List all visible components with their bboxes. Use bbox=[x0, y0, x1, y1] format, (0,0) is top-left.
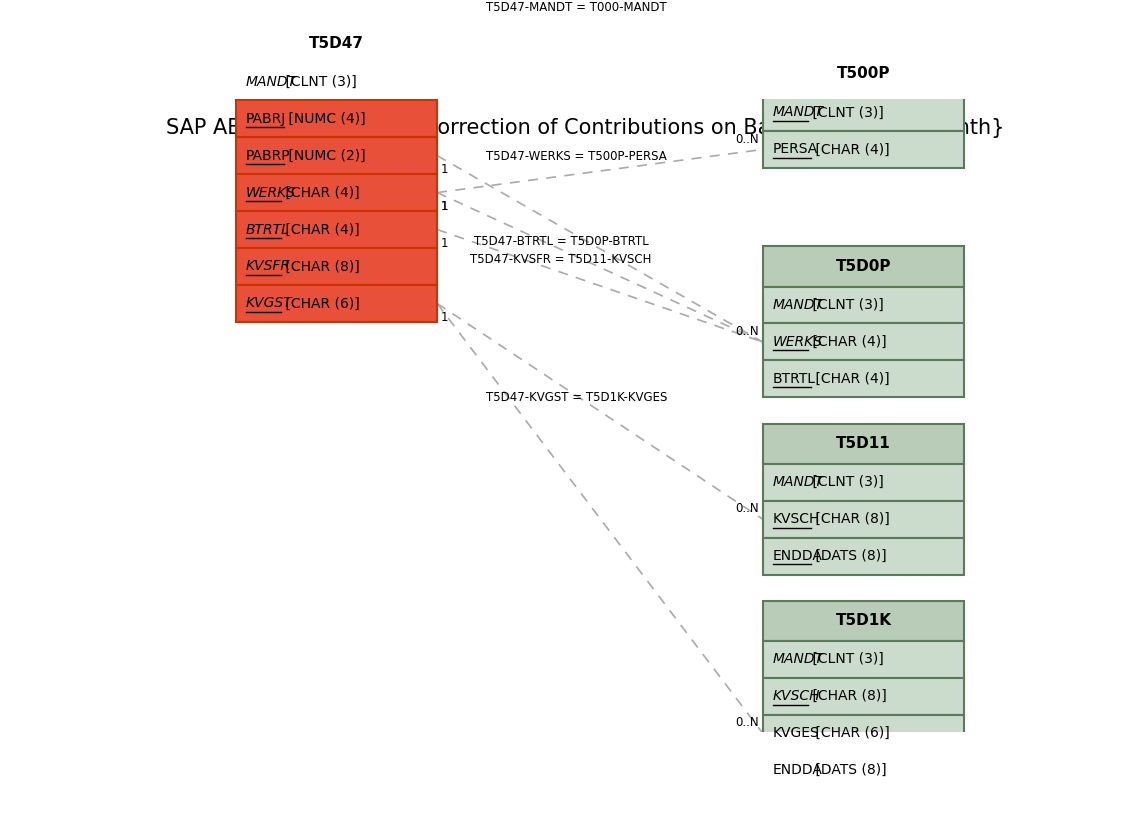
Text: PABRJ: PABRJ bbox=[245, 112, 286, 126]
Text: [CLNT (3)]: [CLNT (3)] bbox=[808, 298, 884, 312]
Text: [CLNT (3)]: [CLNT (3)] bbox=[808, 475, 884, 489]
Text: [CHAR (4)]: [CHAR (4)] bbox=[282, 223, 359, 237]
Text: PABRP: PABRP bbox=[245, 149, 290, 163]
Bar bbox=[762, 94, 964, 131]
Text: [NUMC (2)]: [NUMC (2)] bbox=[284, 149, 365, 163]
Text: [CHAR (4)]: [CHAR (4)] bbox=[810, 372, 889, 386]
Text: [CHAR (8)]: [CHAR (8)] bbox=[282, 260, 361, 274]
Text: [DATS (8)]: [DATS (8)] bbox=[810, 549, 887, 563]
Bar bbox=[762, 464, 964, 501]
Text: 1: 1 bbox=[442, 311, 448, 324]
Text: [CLNT (3)]: [CLNT (3)] bbox=[282, 75, 357, 89]
Bar bbox=[762, 601, 964, 640]
Text: MANDT: MANDT bbox=[772, 298, 824, 312]
Bar bbox=[236, 248, 437, 285]
Text: KVSCH: KVSCH bbox=[772, 512, 820, 526]
Bar bbox=[236, 211, 437, 248]
Text: KVSFR: KVSFR bbox=[245, 260, 291, 274]
Bar bbox=[762, 131, 964, 168]
Bar bbox=[762, 501, 964, 538]
Text: T5D47-BTRTL = T5D0P-BTRTL: T5D47-BTRTL = T5D0P-BTRTL bbox=[474, 235, 648, 248]
Bar bbox=[762, 423, 964, 464]
Bar bbox=[236, 285, 437, 322]
Bar bbox=[762, 640, 964, 677]
Text: PERSA: PERSA bbox=[772, 142, 818, 156]
Text: [DATS (8)]: [DATS (8)] bbox=[810, 763, 887, 777]
Bar bbox=[762, 677, 964, 714]
Text: T500P: T500P bbox=[836, 67, 890, 81]
Bar bbox=[762, 287, 964, 324]
Text: WERKS: WERKS bbox=[772, 335, 823, 349]
Text: T5D47-KVSFR = T5D11-KVSCH: T5D47-KVSFR = T5D11-KVSCH bbox=[470, 252, 652, 266]
Text: ENDDA: ENDDA bbox=[772, 549, 823, 563]
Text: [CLNT (3)]: [CLNT (3)] bbox=[808, 652, 884, 666]
Text: 0..N: 0..N bbox=[735, 502, 759, 515]
Text: [NUMC (4)]: [NUMC (4)] bbox=[284, 112, 365, 126]
Text: [CHAR (8)]: [CHAR (8)] bbox=[810, 512, 890, 526]
Text: 1: 1 bbox=[442, 163, 448, 176]
Text: MANDT: MANDT bbox=[772, 652, 824, 666]
Text: [CLNT (3)]: [CLNT (3)] bbox=[808, 105, 884, 119]
Bar bbox=[762, 714, 964, 751]
Bar bbox=[236, 63, 437, 100]
Text: T5D47-WERKS = T500P-PERSA: T5D47-WERKS = T500P-PERSA bbox=[486, 150, 667, 164]
Text: BTRTL: BTRTL bbox=[772, 372, 816, 386]
Text: ENDDA: ENDDA bbox=[772, 763, 823, 777]
Bar bbox=[762, 360, 964, 397]
Text: MANDT: MANDT bbox=[772, 475, 824, 489]
Text: [CHAR (4)]: [CHAR (4)] bbox=[808, 335, 887, 349]
Bar bbox=[762, 54, 964, 94]
Bar bbox=[762, 751, 964, 788]
Text: [CHAR (4)]: [CHAR (4)] bbox=[282, 186, 359, 200]
Text: SAP ABAP table T5D47 {Correction of Contributions on Basis of Previous Month}: SAP ABAP table T5D47 {Correction of Cont… bbox=[165, 118, 1004, 138]
Text: T5D1K: T5D1K bbox=[835, 613, 891, 628]
Text: WERKS: WERKS bbox=[245, 186, 296, 200]
Text: [CHAR (6)]: [CHAR (6)] bbox=[810, 726, 890, 740]
Bar bbox=[236, 100, 437, 137]
Text: BTRTL: BTRTL bbox=[245, 223, 290, 237]
Text: KVGES: KVGES bbox=[772, 726, 819, 740]
Text: [CHAR (8)]: [CHAR (8)] bbox=[808, 689, 887, 703]
Text: MANDT: MANDT bbox=[772, 105, 824, 119]
Text: 1: 1 bbox=[442, 237, 448, 250]
Text: [CHAR (4)]: [CHAR (4)] bbox=[810, 142, 889, 156]
Text: 0..N: 0..N bbox=[735, 716, 759, 729]
Bar bbox=[762, 324, 964, 360]
Bar bbox=[236, 174, 437, 211]
Text: T5D47: T5D47 bbox=[309, 35, 364, 51]
Text: T5D0P: T5D0P bbox=[835, 259, 891, 274]
Text: MANDT: MANDT bbox=[245, 75, 297, 89]
Text: 0..N: 0..N bbox=[735, 132, 759, 145]
Text: 0..N: 0..N bbox=[735, 326, 759, 338]
Bar bbox=[762, 247, 964, 287]
Text: T5D11: T5D11 bbox=[836, 436, 891, 451]
Bar bbox=[236, 137, 437, 174]
Text: [CHAR (6)]: [CHAR (6)] bbox=[282, 297, 361, 311]
Text: 1: 1 bbox=[442, 200, 448, 213]
Text: 1: 1 bbox=[442, 200, 448, 213]
Bar bbox=[762, 538, 964, 575]
Bar bbox=[236, 23, 437, 63]
Text: KVGST: KVGST bbox=[245, 297, 292, 311]
Text: KVSCH: KVSCH bbox=[772, 689, 820, 703]
Text: T5D47-KVGST = T5D1K-KVGES: T5D47-KVGST = T5D1K-KVGES bbox=[486, 390, 667, 404]
Text: T5D47-MANDT = T000-MANDT: T5D47-MANDT = T000-MANDT bbox=[486, 1, 667, 14]
